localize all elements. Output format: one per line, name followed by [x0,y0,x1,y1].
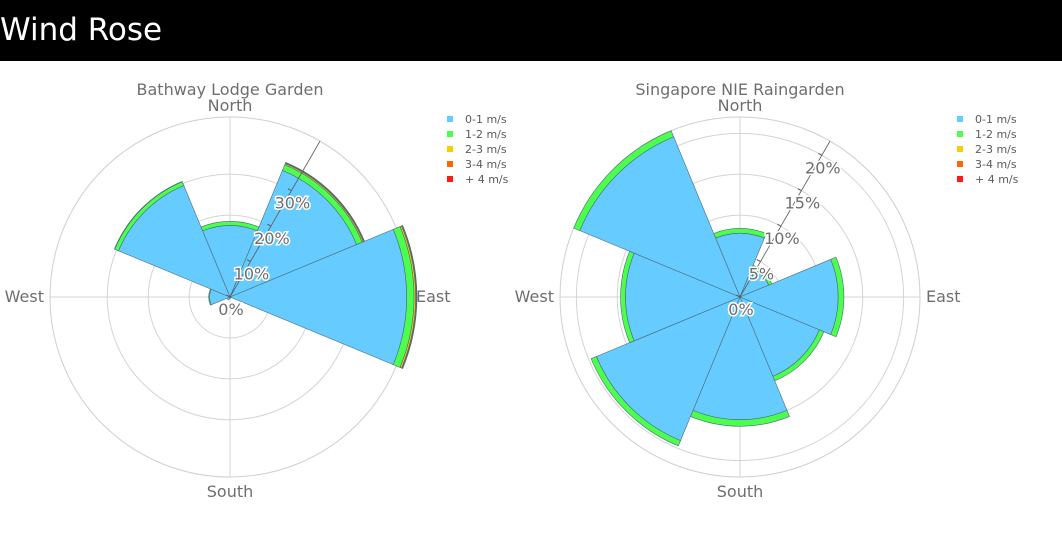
radial-tick-mark [818,152,823,156]
legend-swatch[interactable] [957,146,963,152]
radial-tick-mark [777,223,782,227]
page-title: Wind Rose [0,12,163,48]
legend-swatch[interactable] [957,176,963,182]
radial-tick-mark [797,188,802,192]
direction-label: North [718,96,763,115]
legend-swatch[interactable] [957,161,963,167]
radial-tick-mark [226,294,231,298]
legend-label[interactable]: 0-1 m/s [465,113,507,126]
radial-tick-label: 20% [254,229,290,248]
radial-tick-mark [246,259,251,263]
direction-label: South [717,482,764,501]
direction-label: South [207,482,254,501]
wind-bar [113,180,183,250]
radial-tick-label: 20% [805,158,841,177]
direction-label: North [208,96,253,115]
radial-tick-label: 30% [275,194,311,213]
wind-bar [713,227,767,239]
radial-tick-mark [736,294,741,298]
legend-label[interactable]: 2-3 m/s [975,143,1017,156]
page-header: Wind Rose [0,0,1062,61]
wind-bar [590,356,681,447]
wind-bar [401,225,418,369]
legend-label[interactable]: 2-3 m/s [465,143,507,156]
wind-bar [573,130,675,232]
legend-swatch[interactable] [957,131,963,137]
legend-swatch[interactable] [447,176,453,182]
radial-tick-label: 0% [218,300,243,319]
direction-label: West [515,287,554,306]
radial-tick-mark [267,223,272,227]
wind-bar [830,256,845,338]
direction-label: East [926,287,961,306]
radial-tick-label: 10% [764,229,800,248]
legend-swatch[interactable] [447,146,453,152]
wind-rose-chart: Singapore NIE Raingarden 0% 5% 10% 15% 20% Nor… [515,80,1019,501]
direction-label: West [5,287,44,306]
legend-label[interactable]: 1-2 m/s [975,128,1017,141]
legend-swatch[interactable] [447,161,453,167]
radial-tick-label: 5% [749,265,774,284]
legend-swatch[interactable] [447,131,453,137]
legend-label[interactable]: 1-2 m/s [465,128,507,141]
radial-tick-label: 10% [234,265,270,284]
radial-tick-mark [756,259,761,263]
legend-swatch[interactable] [957,116,963,122]
wind-rose-chart: Bathway Lodge Garden 0% 10% 20% 30% North East… [5,80,509,501]
radial-axis-line [739,140,831,298]
legend-label[interactable]: 3-4 m/s [975,158,1017,171]
legend-label[interactable]: 3-4 m/s [465,158,507,171]
legend-swatch[interactable] [447,116,453,122]
legend-label[interactable]: + 4 m/s [465,173,509,186]
radial-tick-label: 15% [785,194,821,213]
radial-tick-mark [287,188,292,192]
legend-label[interactable]: + 4 m/s [975,173,1019,186]
chart-title: Bathway Lodge Garden [137,80,324,99]
radial-axis-line [229,140,321,298]
legend-label[interactable]: 0-1 m/s [975,113,1017,126]
chart-title: Singapore NIE Raingarden [635,80,844,99]
radial-tick-label: 0% [728,300,753,319]
direction-label: East [416,287,451,306]
